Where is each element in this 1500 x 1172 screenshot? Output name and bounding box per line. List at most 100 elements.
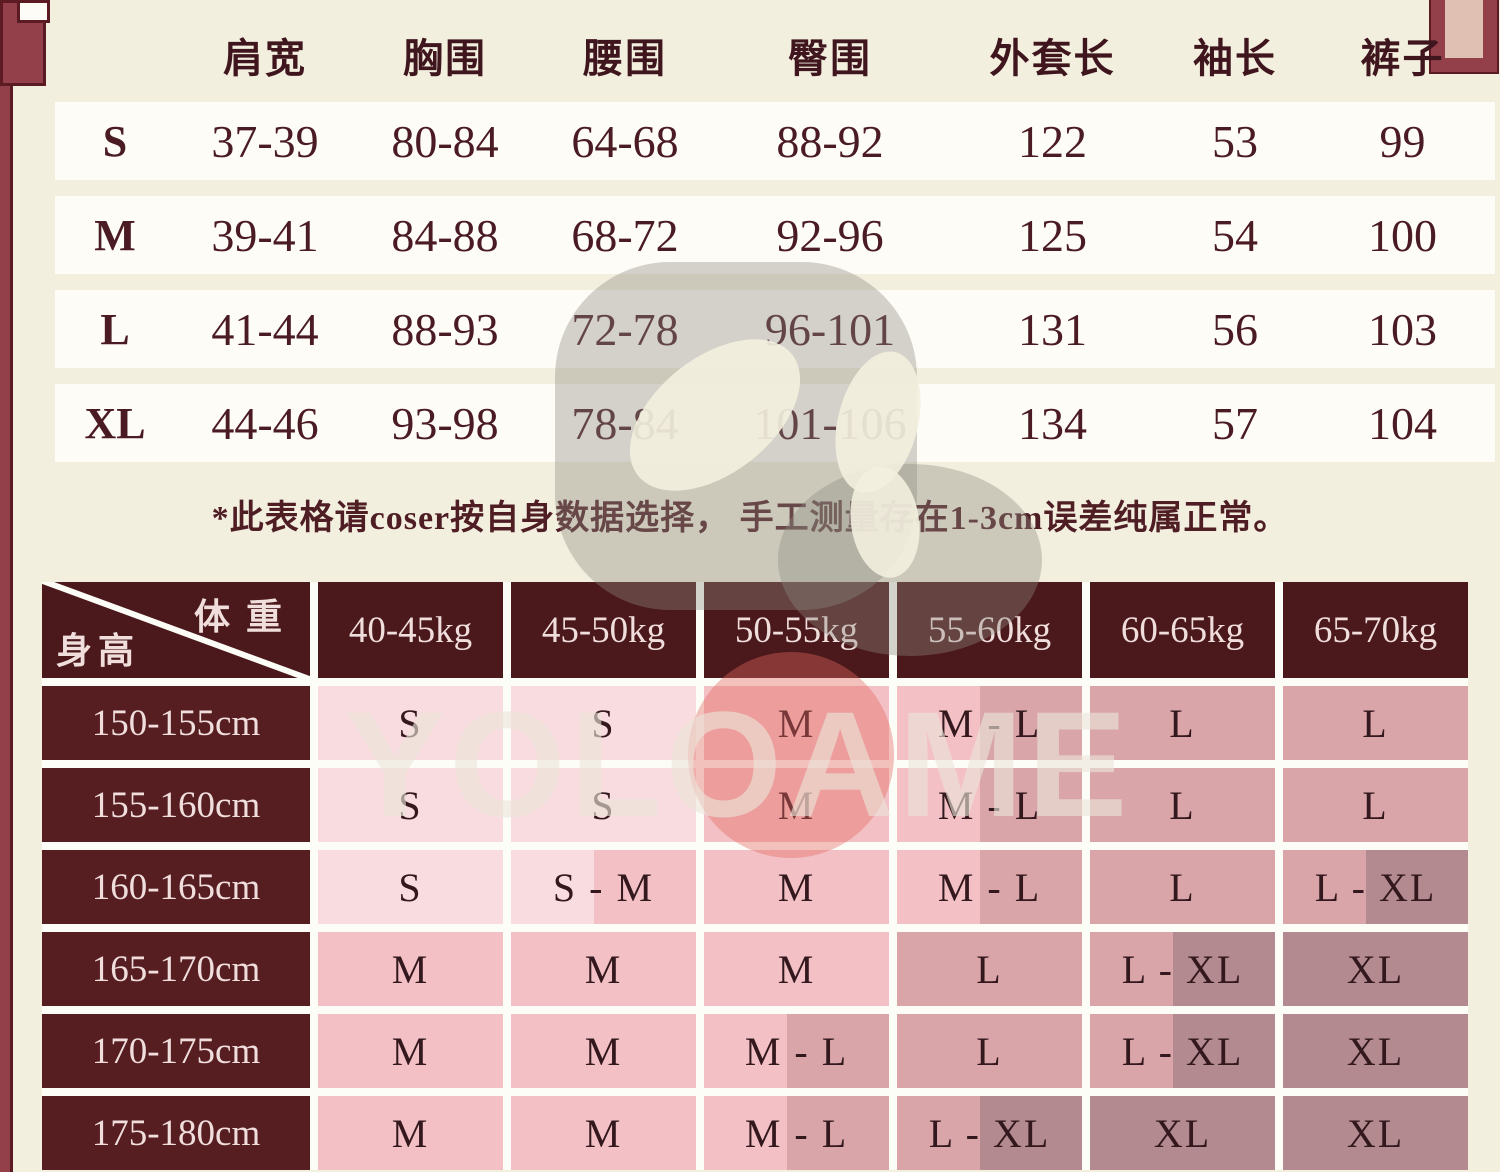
height-row-header: 160-165cm (42, 850, 310, 924)
matrix-size-cell: S (511, 686, 696, 760)
cell-value: 104 (1368, 397, 1437, 449)
weight-column-header: 60-65kg (1090, 582, 1275, 678)
col-header-bust: 胸围 (403, 36, 487, 81)
frame-corner-top-right (1429, 0, 1499, 74)
height-row-header: 155-160cm (42, 768, 310, 842)
size-label: XL (84, 398, 146, 448)
matrix-size-cell: L - XL (1090, 932, 1275, 1006)
diagonal-divider (42, 582, 310, 678)
cell-value: 103 (1368, 303, 1437, 355)
matrix-size-cell: M (511, 1096, 696, 1170)
size-label: M (94, 210, 136, 260)
cell-value: 96-101 (764, 303, 896, 355)
matrix-size-cell: M - L (704, 1096, 889, 1170)
corner-height-label: 身高 (56, 631, 141, 671)
matrix-size-cell: M - L (897, 850, 1082, 924)
corner-weight-label: 体重 (193, 597, 298, 637)
matrix-size-cell: L (1090, 768, 1275, 842)
frame-corner-top-left (0, 0, 50, 86)
cell-value: 57 (1212, 397, 1258, 449)
cell-value: 84-88 (391, 209, 499, 261)
frame-corner-notch (17, 0, 50, 23)
cell-value: 64-68 (571, 115, 679, 167)
matrix-size-cell: S (318, 686, 503, 760)
matrix-size-cell: M - L (897, 768, 1082, 842)
cell-value: 88-92 (776, 115, 884, 167)
col-header-pants: 裤子 (1360, 36, 1445, 81)
weight-column-header: 50-55kg (704, 582, 889, 678)
cell-value: 44-46 (211, 397, 319, 449)
matrix-size-cell: XL (1283, 1096, 1468, 1170)
cell-value: 56 (1212, 303, 1258, 355)
size-table-header-row: 肩宽 胸围 腰围 臀围 外套长 袖长 裤子 (55, 0, 1495, 102)
size-measurement-table: 肩宽 胸围 腰围 臀围 外套长 袖长 裤子 S 37-39 80-84 64-6… (55, 0, 1495, 478)
cell-value: 72-78 (571, 303, 679, 355)
height-weight-size-matrix: 体重 身高 40-45kg 45-50kg 50-55kg 55-60kg 60… (42, 582, 1468, 1170)
col-header-sleeve-length: 袖长 (1193, 36, 1277, 81)
size-row-xl: XL 44-46 93-98 78-84 101-106 134 57 104 (55, 384, 1495, 462)
matrix-size-cell: L (897, 1014, 1082, 1088)
size-row-l: L 41-44 88-93 72-78 96-101 131 56 103 (55, 290, 1495, 368)
matrix-size-cell: M - L (704, 1014, 889, 1088)
cell-value: 78-84 (571, 397, 679, 449)
cell-value: 93-98 (391, 397, 499, 449)
matrix-size-cell: S - M (511, 850, 696, 924)
matrix-size-cell: L (1283, 686, 1468, 760)
size-label: S (102, 116, 128, 166)
cell-value: 122 (1018, 115, 1087, 167)
matrix-corner-cell: 体重 身高 (42, 582, 310, 678)
weight-column-header: 40-45kg (318, 582, 503, 678)
matrix-size-cell: M (318, 1014, 503, 1088)
matrix-size-cell: S (318, 850, 503, 924)
cell-value: 92-96 (776, 209, 884, 261)
cell-value: 101-106 (753, 397, 907, 449)
height-row-header: 150-155cm (42, 686, 310, 760)
cell-value: 134 (1018, 397, 1087, 449)
cell-value: 99 (1379, 115, 1426, 167)
matrix-size-cell: L - XL (1283, 850, 1468, 924)
size-row-s: S 37-39 80-84 64-68 88-92 122 53 99 (55, 102, 1495, 180)
matrix-size-cell: M (704, 932, 889, 1006)
size-label: L (100, 304, 130, 354)
cell-value: 131 (1018, 303, 1087, 355)
cell-value: 53 (1212, 115, 1258, 167)
matrix-size-cell: M (704, 768, 889, 842)
matrix-size-cell: M - L (897, 686, 1082, 760)
matrix-size-cell: S (511, 768, 696, 842)
weight-column-header: 45-50kg (511, 582, 696, 678)
cell-value: 54 (1212, 209, 1258, 261)
matrix-size-cell: XL (1090, 1096, 1275, 1170)
matrix-size-cell: L (897, 932, 1082, 1006)
measurement-note: *此表格请coser按自身数据选择， 手工测量存在1-3cm误差纯属正常。 (211, 500, 1289, 537)
weight-column-header: 55-60kg (897, 582, 1082, 678)
weight-column-header: 65-70kg (1283, 582, 1468, 678)
col-header-coat-length: 外套长 (989, 36, 1116, 81)
col-header-hip: 臀围 (788, 36, 872, 81)
cell-value: 125 (1018, 209, 1087, 261)
matrix-size-cell: XL (1283, 932, 1468, 1006)
frame-left-border (0, 0, 13, 1172)
cell-value: 68-72 (571, 209, 679, 261)
col-header-shoulder: 肩宽 (223, 36, 307, 81)
matrix-size-cell: M (704, 686, 889, 760)
cell-value: 39-41 (211, 209, 319, 261)
matrix-size-cell: L (1090, 850, 1275, 924)
matrix-size-cell: M (704, 850, 889, 924)
cell-value: 100 (1368, 209, 1437, 261)
matrix-size-cell: L (1283, 768, 1468, 842)
size-row-m: M 39-41 84-88 68-72 92-96 125 54 100 (55, 196, 1495, 274)
height-row-header: 170-175cm (42, 1014, 310, 1088)
cell-value: 37-39 (211, 115, 319, 167)
cell-value: 41-44 (211, 303, 319, 355)
matrix-size-cell: M (318, 932, 503, 1006)
cell-value: 88-93 (391, 303, 499, 355)
matrix-size-cell: M (511, 932, 696, 1006)
matrix-size-cell: M (511, 1014, 696, 1088)
matrix-size-cell: S (318, 768, 503, 842)
matrix-size-cell: L - XL (897, 1096, 1082, 1170)
height-row-header: 175-180cm (42, 1096, 310, 1170)
matrix-size-cell: XL (1283, 1014, 1468, 1088)
col-header-waist: 腰围 (583, 36, 667, 81)
matrix-size-cell: L (1090, 686, 1275, 760)
